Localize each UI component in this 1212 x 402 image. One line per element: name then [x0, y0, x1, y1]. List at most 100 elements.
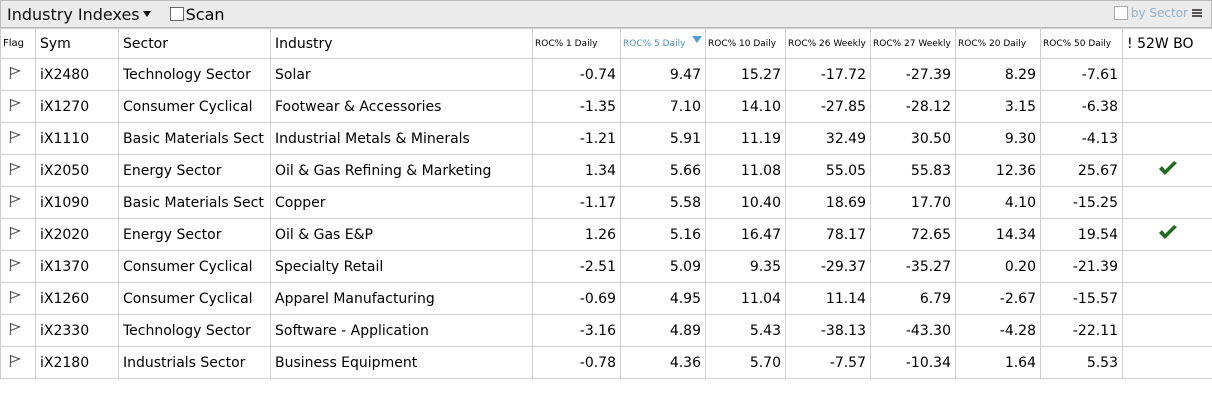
column-header[interactable]: Sym	[35, 28, 119, 59]
text-cell: Technology Sector	[118, 58, 271, 91]
number-cell: 9.47	[620, 58, 706, 91]
number-cell: 5.58	[620, 186, 706, 219]
by-sector-toggle[interactable]: by Sector	[1113, 6, 1203, 20]
number-cell: 5.66	[620, 154, 706, 187]
number-cell: 4.10	[955, 186, 1041, 219]
flag-cell[interactable]	[0, 314, 36, 347]
text-cell: Consumer Cyclical	[118, 90, 271, 123]
column-header[interactable]: ROC% 50 Daily	[1040, 28, 1123, 59]
text-cell: Apparel Manufacturing	[270, 282, 533, 315]
number-cell: 5.16	[620, 218, 706, 251]
column-header[interactable]: ROC% 1 Daily	[532, 28, 621, 59]
text-cell: iX1260	[35, 282, 119, 315]
flag-icon[interactable]	[9, 258, 22, 272]
number-cell: 32.49	[785, 122, 871, 155]
number-cell: 10.40	[705, 186, 786, 219]
number-cell: -27.85	[785, 90, 871, 123]
table-row[interactable]: iX1260 Consumer Cyclical Apparel Manufactu…	[0, 282, 1212, 315]
flag-icon[interactable]	[9, 98, 22, 112]
flag-icon[interactable]	[9, 226, 22, 240]
column-header[interactable]: Flag	[0, 28, 36, 59]
menu-icon[interactable]	[1191, 7, 1203, 19]
number-cell: -35.27	[870, 250, 956, 283]
flag-cell[interactable]	[0, 346, 36, 379]
flag-cell[interactable]	[0, 218, 36, 251]
breakout-cell	[1122, 122, 1212, 155]
text-cell: Oil & Gas E&P	[270, 218, 533, 251]
table-row[interactable]: iX1370 Consumer Cyclical Specialty Retail -…	[0, 250, 1212, 283]
flag-cell[interactable]	[0, 154, 36, 187]
checkbox[interactable]	[169, 7, 184, 21]
column-header[interactable]: ROC% 20 Daily	[955, 28, 1041, 59]
table-row[interactable]: iX2180 Industrials Sector Business Equipme…	[0, 346, 1212, 379]
breakout-cell	[1122, 58, 1212, 91]
number-cell: 5.09	[620, 250, 706, 283]
flag-icon[interactable]	[9, 66, 22, 80]
flag-cell[interactable]	[0, 90, 36, 123]
number-cell: 18.69	[785, 186, 871, 219]
flag-icon[interactable]	[9, 354, 22, 368]
checkbox[interactable]	[1113, 6, 1128, 20]
flag-cell[interactable]	[0, 58, 36, 91]
column-header[interactable]: Sector	[118, 28, 271, 59]
table-row[interactable]: iX2050 Energy Sector Oil & Gas Refining & …	[0, 154, 1212, 187]
table-row[interactable]: iX2480 Technology Sector Solar -0.74 9.47 15.…	[0, 58, 1212, 91]
text-cell: Copper	[270, 186, 533, 219]
text-cell: iX1270	[35, 90, 119, 123]
column-header[interactable]: ! 52W BO	[1122, 28, 1212, 59]
column-header[interactable]: ROC% 10 Daily	[705, 28, 786, 59]
text-cell: iX2480	[35, 58, 119, 91]
column-header[interactable]: ROC% 5 Daily	[620, 28, 706, 59]
number-cell: 5.53	[1040, 346, 1123, 379]
flag-cell[interactable]	[0, 250, 36, 283]
number-cell: 0.20	[955, 250, 1041, 283]
number-cell: -38.13	[785, 314, 871, 347]
column-header-label: ROC% 50 Daily	[1043, 38, 1112, 49]
column-header[interactable]: ROC% 26 Weekly	[785, 28, 871, 59]
flag-icon[interactable]	[9, 194, 22, 208]
flag-icon[interactable]	[9, 162, 22, 176]
flag-icon[interactable]	[9, 322, 22, 336]
text-cell: iX2180	[35, 346, 119, 379]
text-cell: iX1110	[35, 122, 119, 155]
column-header-label: ROC% 10 Daily	[708, 38, 777, 49]
breakout-cell	[1122, 250, 1212, 283]
number-cell: 11.14	[785, 282, 871, 315]
column-header[interactable]: Industry	[270, 28, 533, 59]
flag-cell[interactable]	[0, 282, 36, 315]
number-cell: 4.89	[620, 314, 706, 347]
dropdown-icon[interactable]	[140, 9, 154, 19]
number-cell: -6.38	[1040, 90, 1123, 123]
number-cell: -7.61	[1040, 58, 1123, 91]
text-cell: iX2050	[35, 154, 119, 187]
text-cell: Energy Sector	[118, 218, 271, 251]
scan-toggle[interactable]: Scan	[169, 5, 225, 24]
text-cell: Basic Materials Sect	[118, 122, 271, 155]
number-cell: -21.39	[1040, 250, 1123, 283]
flag-cell[interactable]	[0, 122, 36, 155]
flag-cell[interactable]	[0, 186, 36, 219]
number-cell: 12.36	[955, 154, 1041, 187]
number-cell: -15.25	[1040, 186, 1123, 219]
table-row[interactable]: iX2020 Energy Sector Oil & Gas E&P 1.26 5.16…	[0, 218, 1212, 251]
number-cell: 11.08	[705, 154, 786, 187]
table-row[interactable]: iX1270 Consumer Cyclical Footwear & Access…	[0, 90, 1212, 123]
panel-title[interactable]: Industry Indexes	[7, 4, 140, 24]
data-table: Flag Sym Sector Industry ROC% 1 Daily ROC% 5 …	[0, 28, 1212, 379]
text-cell: Basic Materials Sect	[118, 186, 271, 219]
flag-icon[interactable]	[9, 130, 22, 144]
number-cell: 11.04	[705, 282, 786, 315]
number-cell: -27.39	[870, 58, 956, 91]
flag-icon[interactable]	[9, 290, 22, 304]
header-row: Flag Sym Sector Industry ROC% 1 Daily ROC% 5 …	[0, 28, 1212, 59]
table-row[interactable]: iX1110 Basic Materials Sect Industrial Met…	[0, 122, 1212, 155]
number-cell: 16.47	[705, 218, 786, 251]
text-cell: Specialty Retail	[270, 250, 533, 283]
column-header[interactable]: ROC% 27 Weekly	[870, 28, 956, 59]
number-cell: 19.54	[1040, 218, 1123, 251]
column-header-label: ROC% 1 Daily	[535, 38, 598, 49]
number-cell: -0.69	[532, 282, 621, 315]
number-cell: 30.50	[870, 122, 956, 155]
table-row[interactable]: iX1090 Basic Materials Sect Copper -1.17 5.5…	[0, 186, 1212, 219]
table-row[interactable]: iX2330 Technology Sector Software - Applic…	[0, 314, 1212, 347]
